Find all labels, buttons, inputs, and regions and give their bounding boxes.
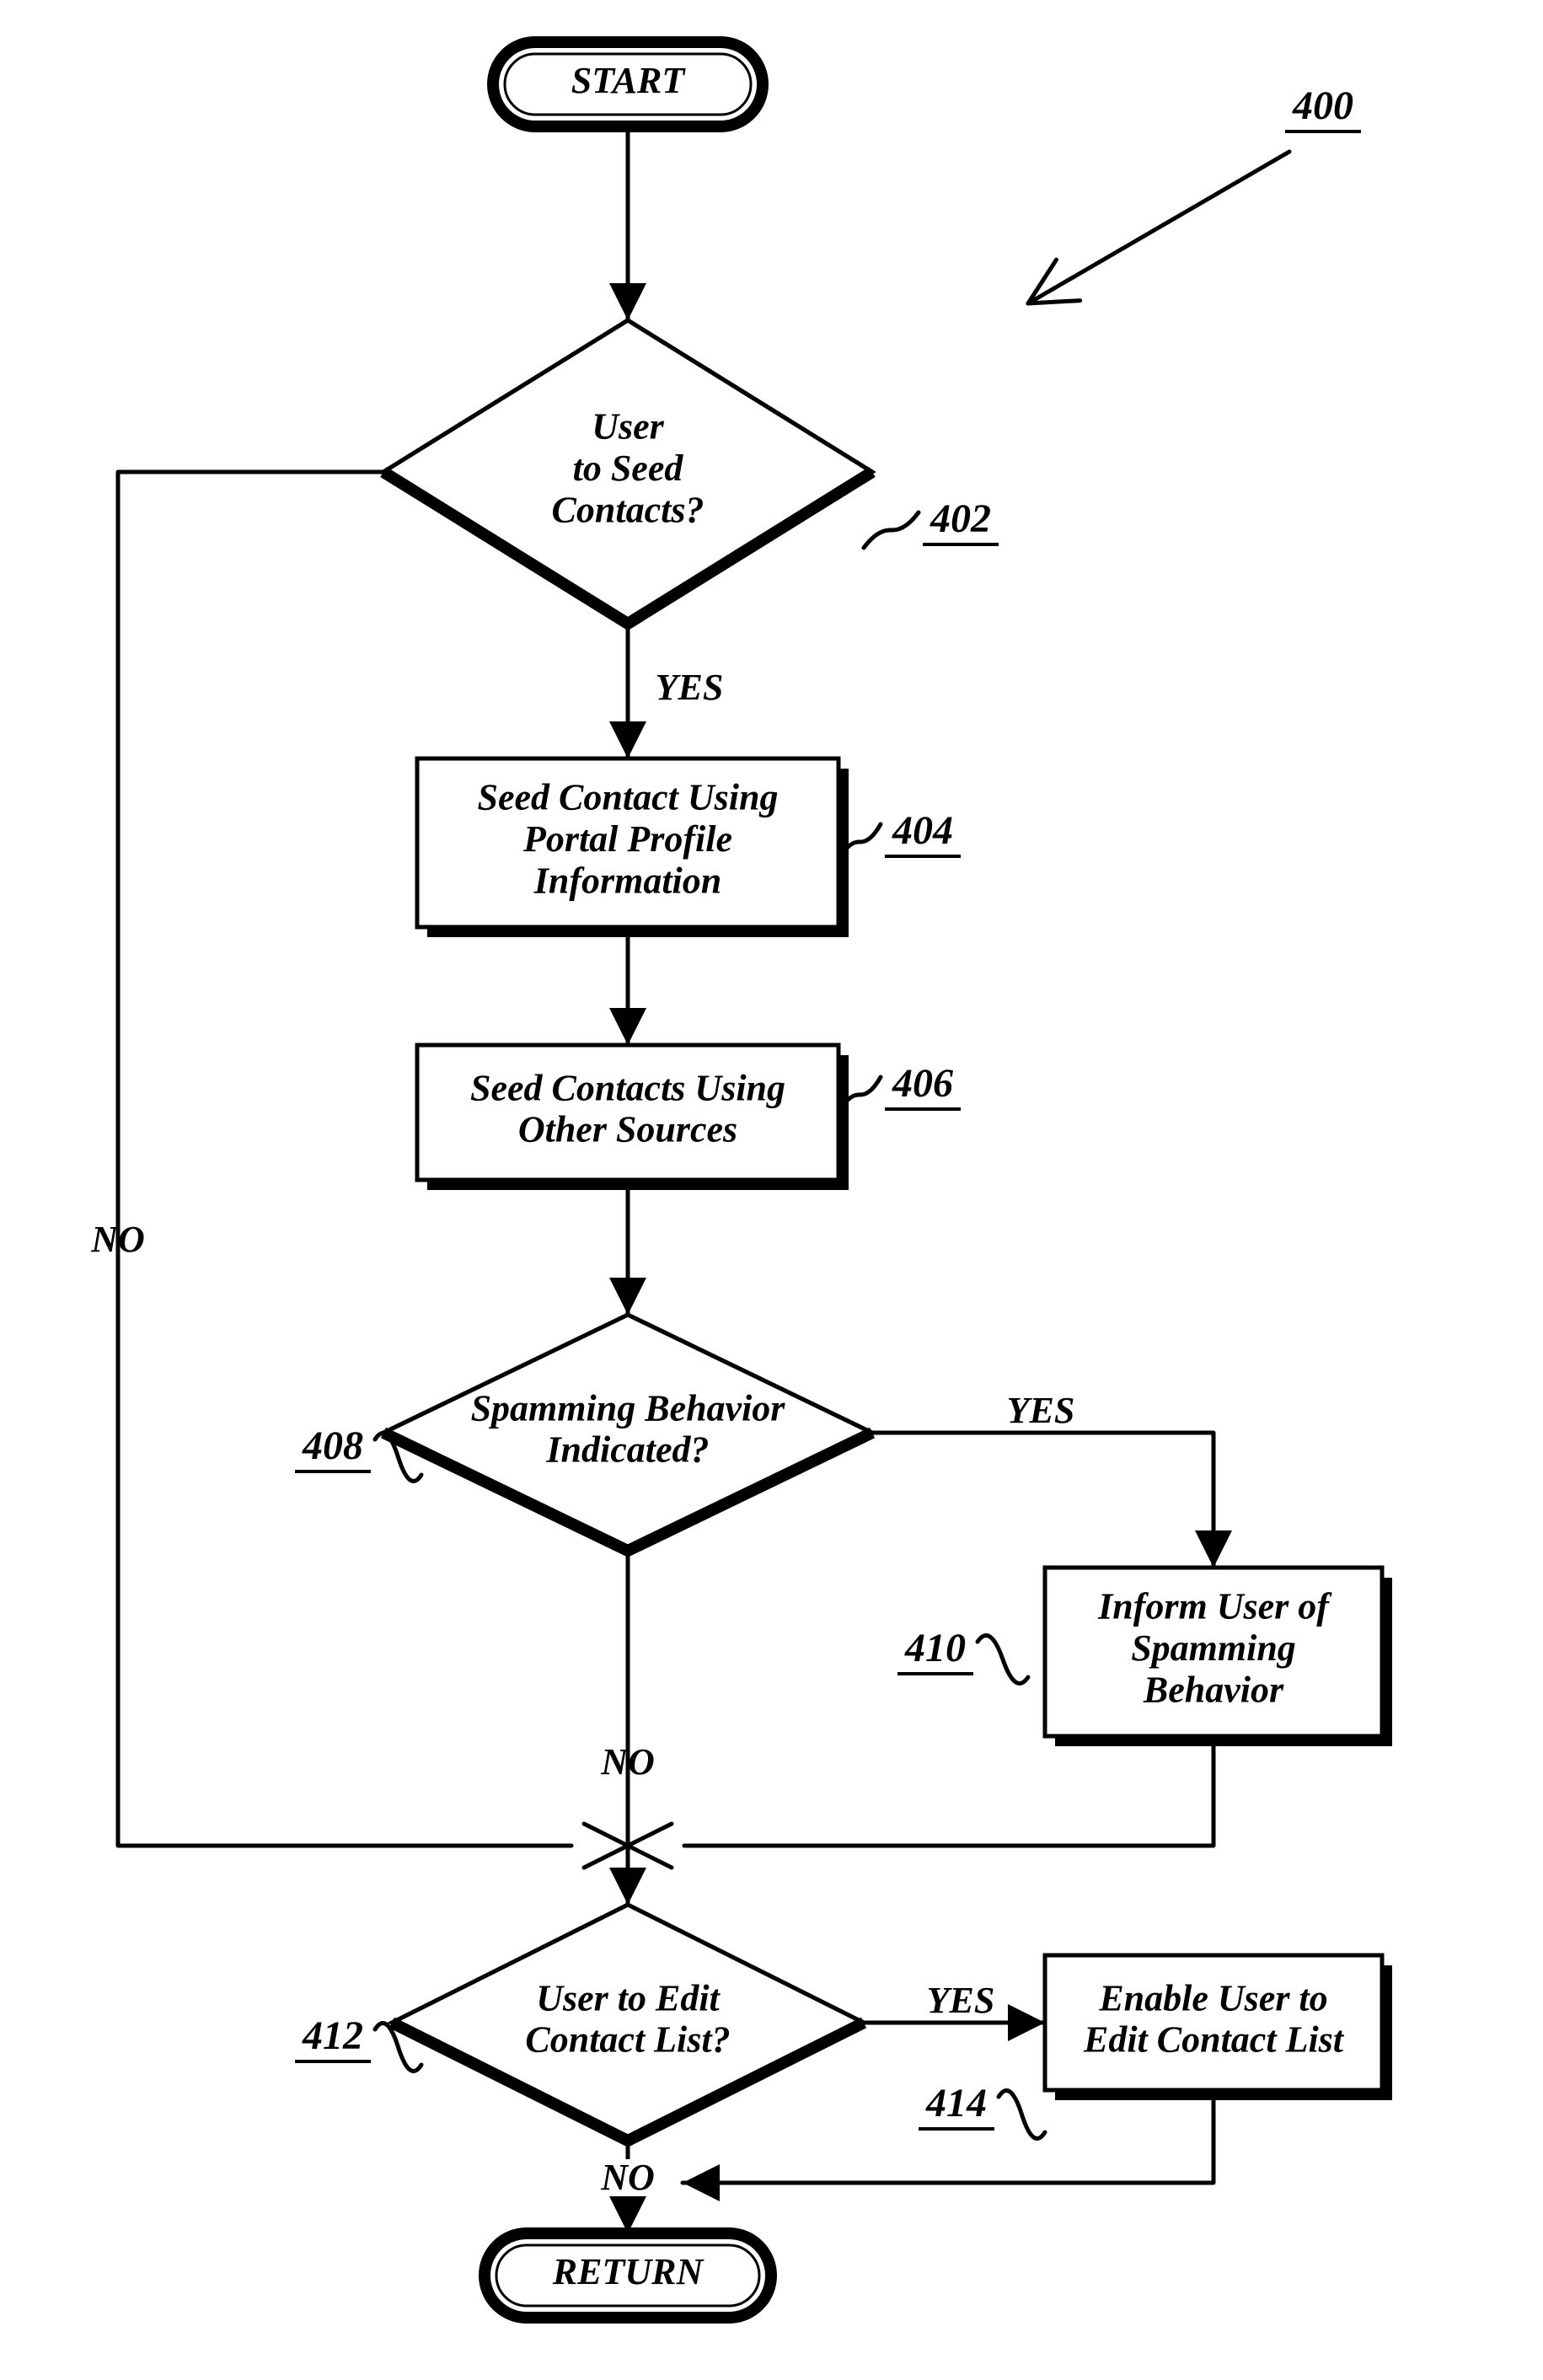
edge-label: NO (90, 1219, 145, 1260)
edge-label: YES (927, 1980, 995, 2021)
ref-402: 402 (930, 496, 991, 541)
p414-label: Enable User toEdit Contact List (1083, 1977, 1345, 2060)
start-label: START (571, 60, 687, 101)
edge-label: YES (1007, 1390, 1075, 1431)
ref-404: 404 (892, 808, 953, 853)
ref-410: 410 (904, 1626, 966, 1670)
ref-406: 406 (892, 1061, 953, 1106)
ref-412: 412 (302, 2013, 363, 2058)
ref-408: 408 (302, 1423, 363, 1468)
ref-400: 400 (1292, 83, 1353, 128)
return-label: RETURN (552, 2251, 705, 2292)
d412-label: User to EditContact List? (525, 1977, 730, 2060)
ref-414: 414 (925, 2081, 987, 2125)
edge-label: NO (600, 2157, 655, 2198)
edge-label: NO (600, 1741, 655, 1782)
edge-label: YES (656, 667, 724, 708)
